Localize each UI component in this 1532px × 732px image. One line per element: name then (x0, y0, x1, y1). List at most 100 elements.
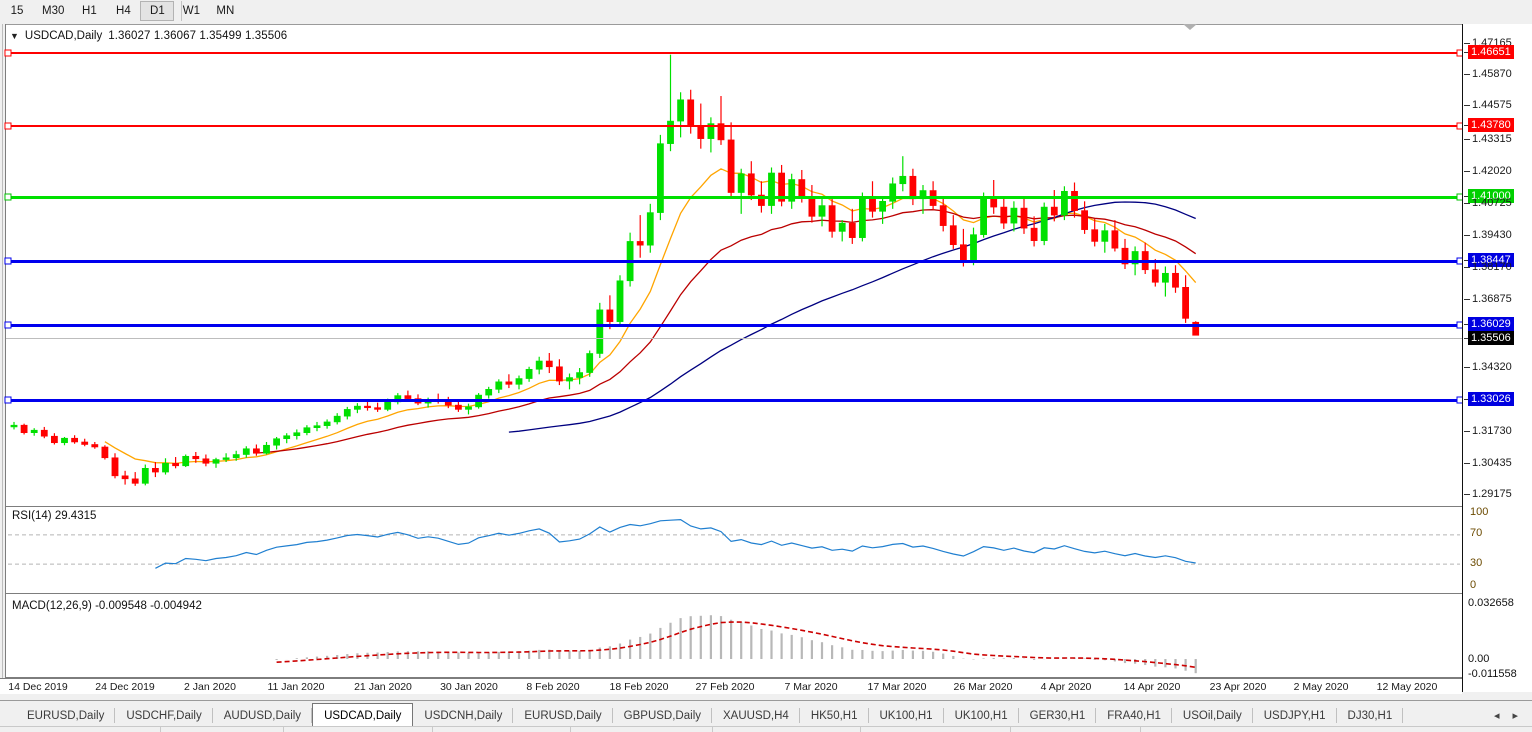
level-line-1.43780[interactable] (6, 125, 1462, 127)
time-axis-label: 18 Feb 2020 (609, 681, 669, 693)
level-line-anchor[interactable] (4, 257, 12, 265)
time-axis-label: 23 Apr 2020 (1209, 681, 1267, 693)
chart-tab-label: USDCAD,Daily (324, 709, 402, 722)
level-line-anchor[interactable] (4, 193, 12, 201)
timeframe-h1[interactable]: H1 (82, 5, 97, 17)
chart-tab-usdcad-daily[interactable]: USDCAD,Daily (312, 703, 414, 728)
price-level-label-blue[interactable]: 1.33026 (1468, 392, 1514, 406)
candle-body (1020, 207, 1028, 229)
candle-body (91, 444, 99, 448)
candle-body (959, 244, 967, 261)
macd-indicator-pane[interactable] (6, 596, 1462, 678)
candle-body (121, 475, 129, 480)
chart-tab-usdcnh-daily[interactable]: USDCNH,Daily (413, 704, 514, 728)
level-line-anchor[interactable] (4, 49, 12, 57)
candle-body (646, 212, 654, 246)
time-axis-label: 21 Jan 2020 (354, 681, 412, 693)
price-level-label-green[interactable]: 1.41000 (1468, 189, 1514, 203)
time-axis[interactable]: 14 Dec 2019 24 Dec 2019 2 Jan 2020 11 Jan 2… (0, 678, 1462, 694)
candle-body (152, 468, 159, 473)
tab-separator (211, 708, 213, 723)
price-axis-label: 1.34320 (1472, 361, 1512, 373)
chart-tab-label: DJ30,H1 (1347, 710, 1393, 722)
chart-tab-uk100-h1[interactable]: UK100,H1 (869, 704, 944, 728)
timeframe-m30[interactable]: M30 (42, 5, 65, 17)
candle-body (313, 425, 321, 428)
chart-tab-usdchf-daily[interactable]: USDCHF,Daily (115, 704, 213, 728)
price-level-label-black[interactable]: 1.35506 (1468, 331, 1514, 345)
level-line-1.46651[interactable] (6, 52, 1462, 54)
candle-body (616, 280, 624, 322)
price-level-label-red[interactable]: 1.43780 (1468, 118, 1514, 132)
level-line-1.38447[interactable] (6, 260, 1462, 263)
timeframe-mn[interactable]: MN (216, 5, 235, 17)
chart-tab-hk50-h1[interactable]: HK50,H1 (800, 704, 869, 728)
chart-tab-label: GBPUSD,Daily (623, 710, 701, 722)
price-level-label-blue[interactable]: 1.38447 (1468, 253, 1514, 267)
candle-body (818, 205, 826, 217)
timeframe-h4[interactable]: H4 (116, 5, 131, 17)
price-level-label-blue[interactable]: 1.36029 (1468, 317, 1514, 331)
chart-tab-ger30-h1[interactable]: GER30,H1 (1019, 704, 1097, 728)
chart-tab-eurusd-daily[interactable]: EURUSD,Daily (16, 704, 116, 728)
candle-body (869, 197, 876, 212)
chart-tab-fra40-h1[interactable]: FRA40,H1 (1096, 704, 1172, 728)
level-line-1.41000[interactable] (6, 196, 1462, 199)
tab-scroll-nav[interactable]: ◂ ▸ (1494, 709, 1518, 722)
chart-tab-xauusd-h4[interactable]: XAUUSD,H4 (712, 704, 800, 728)
price-tick (1464, 338, 1470, 339)
candle-body (697, 125, 705, 139)
tabbar-tick (570, 726, 571, 732)
timeframe-w1[interactable]: W1 (182, 5, 200, 17)
level-line-1.33026[interactable] (6, 399, 1462, 402)
time-axis-label: 24 Dec 2019 (95, 681, 155, 693)
candle-body (10, 424, 18, 428)
chart-symbol-header: ▼ USDCAD,Daily 1.36027 1.36067 1.35499 1… (10, 29, 287, 43)
chart-collapse-icon[interactable]: ▼ (10, 30, 19, 41)
chart-tab-usoil-daily[interactable]: USOil,Daily (1172, 704, 1253, 728)
price-tick (1464, 52, 1470, 53)
tab-separator (611, 708, 613, 723)
price-tick (1464, 139, 1470, 140)
level-line-1.35506[interactable] (6, 338, 1462, 339)
tab-scroll-left-icon[interactable]: ◂ (1493, 710, 1500, 722)
tab-separator (1095, 708, 1097, 723)
chart-tab-audusd-daily[interactable]: AUDUSD,Daily (213, 704, 313, 728)
tab-scroll-right-icon[interactable]: ▸ (1512, 710, 1518, 722)
rsi-scale-label: 30 (1470, 557, 1483, 569)
timeframe-15[interactable]: 15 (10, 5, 24, 17)
candle-body (172, 462, 179, 467)
level-line-anchor[interactable] (4, 321, 12, 329)
macd-scale-label: 0.00 (1468, 653, 1490, 665)
time-axis-label: 8 Feb 2020 (526, 681, 580, 693)
level-line-anchor[interactable] (4, 122, 12, 130)
chart-tab-gbpusd-daily[interactable]: GBPUSD,Daily (613, 704, 712, 728)
tab-separator (311, 708, 313, 723)
moving-average-line (508, 201, 1196, 433)
chart-tab-dj30-h1[interactable]: DJ30,H1 (1337, 704, 1404, 728)
chart-tab-uk100-h1[interactable]: UK100,H1 (944, 704, 1019, 728)
level-line-1.36029[interactable] (6, 324, 1462, 327)
chart-tab-usdjpy-h1[interactable]: USDJPY,H1 (1253, 704, 1337, 728)
candle-body (1121, 247, 1129, 265)
candle-body (687, 99, 695, 127)
tabbar-tick (432, 726, 433, 732)
price-level-label-red[interactable]: 1.46651 (1468, 45, 1514, 59)
level-line-anchor[interactable] (4, 396, 12, 404)
timeframe-d1[interactable]: D1 (140, 1, 175, 21)
time-axis-label: 30 Jan 2020 (440, 681, 498, 693)
candle-body (1111, 230, 1119, 249)
chart-tab-eurusd-daily[interactable]: EURUSD,Daily (513, 704, 613, 728)
candle-body (1091, 229, 1099, 242)
candle-body (485, 389, 493, 396)
price-axis-label: 1.36875 (1472, 293, 1512, 305)
candle-body (677, 99, 684, 122)
tab-separator (512, 708, 514, 723)
candle-body (757, 194, 765, 206)
price-chart-pane[interactable] (6, 30, 1462, 504)
candle-body (939, 205, 947, 226)
candle-body (970, 234, 977, 261)
price-axis-label: 1.38170 (1472, 261, 1512, 273)
rsi-indicator-pane[interactable] (6, 506, 1462, 594)
price-scale[interactable] (1462, 24, 1532, 692)
